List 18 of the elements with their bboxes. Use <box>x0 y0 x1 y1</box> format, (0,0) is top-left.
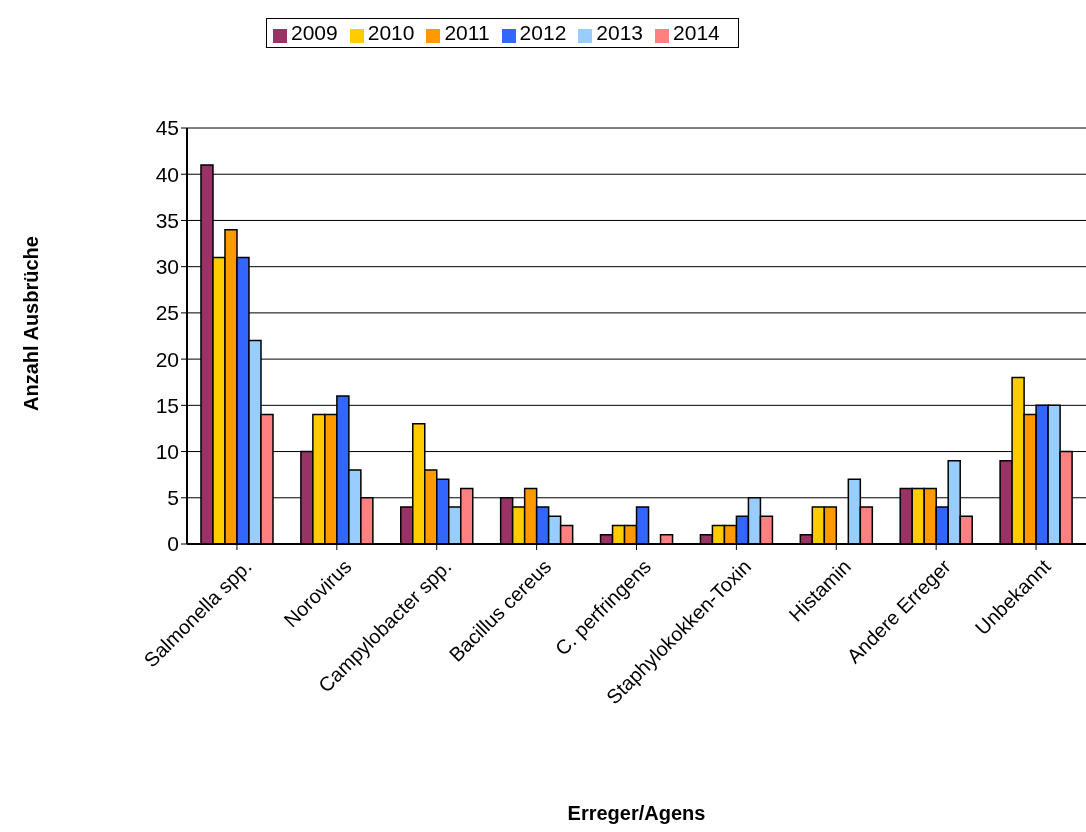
y-tick-label: 5 <box>167 486 179 510</box>
y-tick-label: 25 <box>155 301 179 325</box>
y-tick-label: 45 <box>155 116 179 140</box>
y-tick-label: 30 <box>155 255 179 279</box>
y-tick-label: 20 <box>155 347 179 371</box>
y-tick-label: 40 <box>155 162 179 186</box>
y-tick-label: 35 <box>155 208 179 232</box>
legend-label: 2014 <box>673 21 720 44</box>
x-axis-title: Erreger/Agens <box>567 802 706 824</box>
legend-label: 2013 <box>596 21 644 44</box>
legend-label: 2010 <box>367 21 415 44</box>
legend-label: 2012 <box>519 21 567 44</box>
y-tick-label: 15 <box>155 393 179 417</box>
legend-label: 2009 <box>291 21 338 44</box>
y-tick-label: 10 <box>155 440 179 464</box>
y-tick-label: 0 <box>167 532 179 556</box>
y-axis-title: Anzahl Ausbrüche <box>19 235 43 411</box>
legend-label: 2011 <box>444 21 490 44</box>
